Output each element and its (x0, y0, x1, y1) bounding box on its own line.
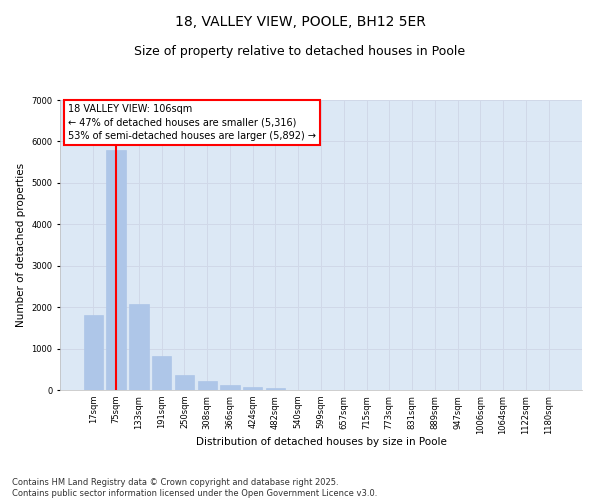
X-axis label: Distribution of detached houses by size in Poole: Distribution of detached houses by size … (196, 436, 446, 446)
Text: 18 VALLEY VIEW: 106sqm
← 47% of detached houses are smaller (5,316)
53% of semi-: 18 VALLEY VIEW: 106sqm ← 47% of detached… (68, 104, 316, 141)
Text: 18, VALLEY VIEW, POOLE, BH12 5ER: 18, VALLEY VIEW, POOLE, BH12 5ER (175, 15, 425, 29)
Bar (243, 386, 262, 390)
Y-axis label: Number of detached properties: Number of detached properties (16, 163, 26, 327)
Text: Size of property relative to detached houses in Poole: Size of property relative to detached ho… (134, 45, 466, 58)
Bar (220, 386, 239, 390)
Bar (152, 356, 172, 390)
Bar (266, 388, 285, 390)
Bar (129, 304, 149, 390)
Bar (106, 150, 126, 390)
Text: Contains HM Land Registry data © Crown copyright and database right 2025.
Contai: Contains HM Land Registry data © Crown c… (12, 478, 377, 498)
Bar (197, 381, 217, 390)
Bar (84, 316, 103, 390)
Bar (175, 375, 194, 390)
